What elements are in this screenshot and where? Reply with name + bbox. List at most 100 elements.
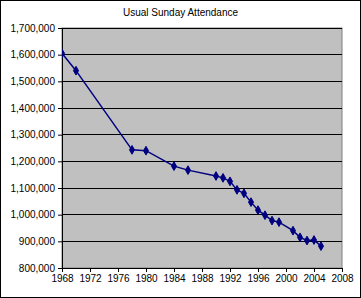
y-tick-label: 1,400,000	[11, 103, 56, 114]
y-tick: 1,600,000	[11, 49, 63, 60]
y-tick-label: 1,100,000	[11, 183, 56, 194]
y-tick-label: 1,000,000	[11, 209, 56, 220]
grid-line	[62, 214, 342, 215]
y-tick: 1,400,000	[11, 103, 63, 114]
x-tick: 1992	[219, 268, 242, 284]
marker	[248, 198, 253, 207]
x-tick-label: 1980	[135, 273, 158, 284]
marker	[62, 49, 65, 58]
plot-area	[62, 28, 342, 268]
x-tick-mark	[342, 268, 343, 272]
x-tick: 2004	[303, 268, 326, 284]
y-tick: 1,200,000	[11, 156, 63, 167]
y-tick: 1,100,000	[11, 183, 63, 194]
x-tick: 1996	[247, 268, 270, 284]
x-tick: 1980	[135, 268, 158, 284]
y-tick-label: 1,500,000	[11, 76, 56, 87]
x-tick: 2000	[275, 268, 298, 284]
x-axis-line	[63, 269, 343, 273]
plot: 1968 1972 1976 1980 1984 1988 1992 1996 2000 2004…	[11, 23, 355, 284]
marker	[227, 177, 232, 186]
marker	[213, 172, 218, 181]
x-tick-label: 1976	[107, 273, 130, 284]
y-tick-mark	[58, 55, 62, 56]
marker	[220, 174, 225, 183]
x-tick-mark	[258, 268, 259, 272]
x-tick-mark	[146, 268, 147, 272]
x-tick-mark	[286, 268, 287, 272]
y-tick-mark	[58, 188, 62, 189]
y-tick-label: 1,300,000	[11, 129, 56, 140]
y-tick: 1,000,000	[11, 209, 63, 220]
x-tick-mark	[118, 268, 119, 272]
title: Usual Sunday Attendance	[123, 7, 239, 18]
x-tick-label: 1992	[219, 273, 242, 284]
x-tick-label: 1988	[191, 273, 214, 284]
y-tick-mark	[58, 161, 62, 162]
y-tick-label: 1,200,000	[11, 156, 56, 167]
y-tick-label: 1,600,000	[11, 49, 56, 60]
marker	[297, 233, 302, 242]
grid	[62, 28, 342, 268]
y-tick-mark	[58, 215, 62, 216]
y-tick-mark	[58, 135, 62, 136]
y-tick: 1,300,000	[11, 129, 63, 140]
y-tick-mark	[58, 28, 62, 29]
x-tick-mark	[230, 268, 231, 272]
x-tick-mark	[90, 268, 91, 272]
x-tick-label: 2000	[275, 273, 298, 284]
x-tick-label: 1972	[79, 273, 102, 284]
marker	[276, 218, 281, 227]
marker	[262, 211, 267, 220]
marker	[311, 236, 316, 245]
y-tick-mark	[58, 81, 62, 82]
marker	[269, 216, 274, 225]
marker	[143, 146, 148, 155]
line	[62, 53, 321, 246]
marker	[318, 242, 323, 251]
grid-line	[62, 81, 342, 82]
y-tick-mark	[58, 268, 62, 269]
series-group	[62, 49, 324, 251]
y-axis: 800,000 900,000 1,000,000 1,100,000 1,200,00…	[11, 23, 63, 274]
grid-line	[62, 54, 342, 55]
y-axis-line	[58, 29, 63, 269]
marker	[185, 166, 190, 175]
x-tick-label: 1996	[247, 273, 270, 284]
x-tick-mark	[174, 268, 175, 272]
x-tick-mark	[202, 268, 203, 272]
y-tick: 900,000	[19, 236, 62, 247]
marker	[241, 189, 246, 198]
x-axis: 1968 1972 1976 1980 1984 1988 1992 1996 2000 2004…	[51, 268, 354, 284]
x-tick-label: 2004	[303, 273, 326, 284]
marker	[304, 236, 309, 245]
grid-line	[62, 108, 342, 109]
marker	[234, 186, 239, 195]
y-tick-label: 900,000	[19, 236, 56, 247]
grid-line	[62, 161, 342, 162]
x-tick-label: 2008	[331, 273, 354, 284]
x-tick: 1972	[79, 268, 102, 284]
y-tick: 1,500,000	[11, 76, 63, 87]
grid-line	[62, 134, 342, 135]
x-tick: 1988	[191, 268, 214, 284]
y-tick-mark	[58, 241, 62, 242]
x-tick: 1976	[107, 268, 130, 284]
grid-line	[62, 28, 342, 29]
chart-border	[1, 1, 361, 298]
x-tick: 2008	[331, 268, 354, 284]
x-tick-label: 1984	[163, 273, 186, 284]
x-tick-label: 1968	[51, 273, 74, 284]
y-tick: 1,700,000	[11, 23, 63, 34]
marker	[171, 162, 176, 171]
x-tick-mark	[314, 268, 315, 272]
y-tick: 800,000	[19, 263, 62, 274]
grid-line	[62, 188, 342, 189]
marker	[290, 226, 295, 235]
y-tick-mark	[58, 108, 62, 109]
marker	[255, 206, 260, 215]
y-tick-label: 1,700,000	[11, 23, 56, 34]
marker	[73, 66, 78, 75]
marker	[129, 146, 134, 155]
chart: Usual Sunday Attendance19681972197619801…	[0, 0, 361, 298]
